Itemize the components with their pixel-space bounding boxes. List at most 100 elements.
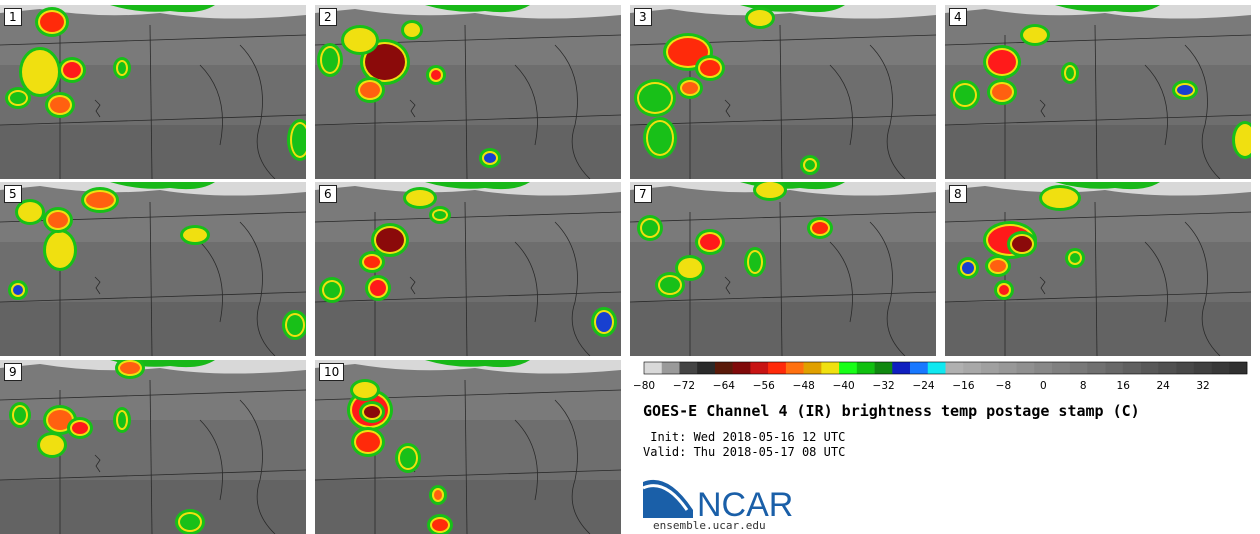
panel-map [0,360,306,534]
colorbar-segment [803,362,822,374]
map-boundary [94,276,101,295]
panel-number: 7 [634,185,652,203]
map-boundary [514,64,538,146]
colorbar-segment [697,362,716,374]
panel-number: 9 [4,363,22,381]
storm-cell [745,7,775,29]
storm-cell [985,255,1011,277]
storm-cell [81,187,119,213]
colorbar-segment [714,362,733,374]
cloud-band [315,360,621,374]
storm-cell [113,407,131,433]
storm-cell [983,45,1021,79]
map-boundary [409,276,416,295]
storm-cell [1065,248,1085,268]
map-boundary [554,221,591,356]
storm-cell [341,25,379,55]
map-boundary [630,211,936,223]
storm-cell [43,229,77,271]
storm-cell [957,257,979,279]
storm-cell [426,65,446,85]
map-boundary [554,399,591,534]
postage-stamp-panel: 3 [630,5,936,179]
cloud-band-core [425,182,530,190]
storm-cell [8,280,28,300]
storm-cell [987,79,1017,105]
colorbar-segment [1229,362,1248,374]
colorbar-segment [839,362,858,374]
map-boundary [0,114,306,126]
storm-cell [655,272,685,298]
postage-stamp-panel: 5 [0,182,306,356]
storm-cell [282,310,306,340]
map-boundary [464,379,468,534]
storm-cell [401,20,423,40]
storm-cell [395,443,421,473]
map-boundary [724,99,731,118]
map-boundary [239,221,276,356]
cloud-band-core [1055,182,1160,190]
map-boundary [149,201,153,356]
map-boundary [829,241,853,323]
cloud-band [630,5,936,19]
map-boundary [0,34,306,46]
map-boundary [630,291,936,303]
map-boundary [94,99,101,118]
colorbar-svg: −80 −72 −64 −56 −48 −40 −32 −24 −16 −8 0 8 16 24 32 [633,361,1248,392]
panel-map [315,5,621,179]
map-shading [315,242,621,302]
map-shading [630,302,936,356]
storm-cell [58,57,86,83]
colorbar-tick-label: −16 [952,380,974,392]
map-boundary [94,454,101,473]
storm-cell [9,402,31,428]
colorbar-segment [821,362,840,374]
map-shading [0,125,306,179]
colorbar-segment [892,362,911,374]
colorbar-segment [661,362,680,374]
logo-url: ensemble.ucar.edu [653,519,766,532]
map-boundary [1039,276,1046,295]
colorbar-segment [750,362,769,374]
storm-cell [1172,80,1198,100]
colorbar-tick-label: −80 [634,380,655,392]
map-boundary [0,469,306,481]
storm-cell [950,80,980,110]
map-boundary [1094,201,1098,356]
postage-stamp-panel: 10 [315,360,621,534]
postage-stamp-panel: 2 [315,5,621,179]
map-boundary [1039,99,1046,118]
map-boundary [514,241,538,323]
ncar-logo: NCAR [642,474,803,524]
colorbar-segment [785,362,804,374]
cloud-band-core [110,5,215,13]
map-shading [630,65,936,125]
map-boundary [315,114,621,126]
postage-stamp-panel: 1 [0,5,306,179]
colorbar-tick-label: 0 [1040,380,1047,392]
storm-cell [675,255,705,281]
map-boundary [315,211,621,223]
colorbar-segment [1176,362,1195,374]
colorbar-tick-label: 24 [1156,380,1170,392]
cloud-band-core [425,5,530,13]
map-boundary [945,34,1251,46]
map-boundary [779,24,783,179]
map-boundary [724,276,731,295]
storm-cell [1232,121,1251,159]
map-boundary [199,241,223,323]
figure-title: GOES-E Channel 4 (IR) brightness temp po… [643,402,1140,420]
storm-cell [113,57,131,79]
cloud-band [0,360,306,374]
map-boundary [630,114,936,126]
colorbar-border [643,361,1248,375]
panel-number: 1 [4,8,22,26]
map-boundary [0,291,306,303]
storm-cell [319,277,345,303]
cloud-band [0,5,306,19]
storm-cell [753,182,787,201]
map-shading [0,302,306,356]
colorbar-segment [644,362,663,374]
map-boundary [149,24,153,179]
postage-stamp-panel: 9 [0,360,306,534]
